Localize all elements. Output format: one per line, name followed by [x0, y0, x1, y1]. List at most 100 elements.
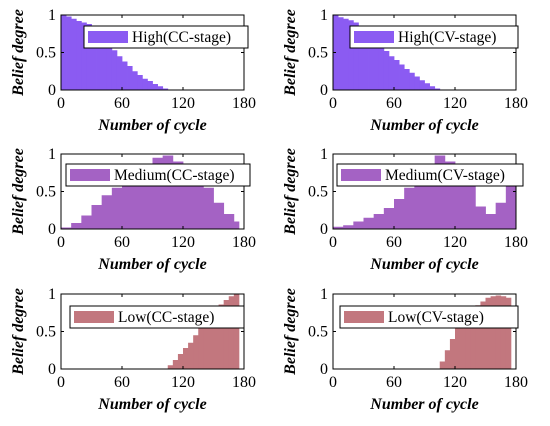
bar: [465, 315, 471, 369]
y-axis-label: Belief degree: [282, 288, 299, 376]
bar: [455, 327, 461, 369]
x-tick-label: 60: [386, 234, 402, 251]
bar: [439, 361, 446, 369]
bar: [383, 208, 395, 229]
bar: [213, 202, 225, 229]
bar: [91, 205, 103, 229]
bar: [132, 71, 138, 90]
x-axis-label: Number of cycle: [97, 396, 206, 413]
y-tick-label: 0: [48, 361, 56, 378]
y-tick-label: 0.5: [36, 45, 56, 62]
bar: [338, 17, 344, 90]
x-axis-label: Number of cycle: [369, 396, 478, 413]
bar: [409, 72, 415, 90]
x-tick-label: 60: [114, 234, 130, 251]
y-axis-label: Belief degree: [10, 9, 27, 97]
bar: [76, 21, 82, 90]
bar: [358, 25, 364, 90]
bar: [111, 50, 118, 90]
y-tick-label: 0: [320, 361, 328, 378]
bar: [162, 155, 174, 229]
bar: [223, 300, 230, 369]
legend-swatch: [341, 169, 381, 181]
bar: [480, 301, 486, 369]
x-tick-label: 120: [171, 374, 195, 391]
bar: [152, 157, 164, 229]
bar: [86, 24, 92, 90]
x-tick-label: 120: [443, 374, 467, 391]
bar: [198, 327, 204, 369]
legend-label: Medium(CV-stage): [385, 167, 505, 184]
bar: [193, 176, 204, 229]
bar: [388, 56, 395, 90]
legend-swatch: [88, 31, 128, 43]
x-tick-label: 120: [443, 95, 467, 112]
bar: [444, 161, 456, 229]
bar: [71, 18, 77, 90]
bar: [61, 227, 72, 229]
x-tick-label: 180: [504, 234, 528, 251]
panel-4: 0 0.5 1 0 60 120 180 Number of cycle Belief degr…: [282, 146, 528, 273]
bar: [353, 22, 359, 90]
legend-box: [336, 163, 524, 187]
bar: [505, 297, 512, 369]
legend-swatch: [354, 31, 394, 43]
bar: [383, 51, 390, 90]
bar: [137, 75, 143, 90]
bar: [101, 195, 113, 229]
bar: [228, 221, 240, 229]
bar: [81, 22, 87, 90]
bar: [414, 176, 425, 229]
bar: [66, 16, 72, 90]
bar: [495, 202, 507, 229]
bar: [460, 320, 466, 369]
y-tick-label: 0: [320, 221, 328, 238]
x-axis-label: Number of cycle: [369, 117, 478, 134]
x-tick-label: 0: [329, 95, 337, 112]
bar: [132, 172, 143, 229]
bar: [404, 187, 415, 229]
bar: [152, 84, 158, 90]
bar: [101, 39, 108, 90]
legend-box: [339, 305, 519, 329]
x-tick-label: 120: [443, 234, 467, 251]
bar: [348, 20, 354, 90]
bar: [116, 56, 123, 90]
y-tick-label: 1: [320, 286, 328, 303]
y-tick-label: 0: [48, 221, 56, 238]
bar: [394, 60, 400, 90]
y-axis-label: Belief degree: [282, 9, 299, 97]
bar: [106, 45, 113, 90]
bar: [368, 34, 375, 90]
y-tick-label: 1: [320, 146, 328, 163]
x-tick-label: 0: [329, 234, 337, 251]
bar: [449, 339, 456, 369]
bar: [373, 214, 385, 229]
bar: [122, 180, 133, 229]
bar: [343, 225, 354, 229]
x-tick-label: 180: [232, 234, 256, 251]
bar: [218, 304, 225, 369]
panel-6: 0 0.5 1 0 60 120 180 Number of cycle Belief degr…: [282, 286, 528, 413]
x-axis-label: Number of cycle: [97, 256, 206, 273]
bar: [505, 184, 517, 229]
y-tick-label: 1: [48, 286, 56, 303]
bar: [111, 187, 123, 229]
y-tick-label: 0.5: [308, 184, 328, 201]
bar: [373, 40, 380, 90]
bar: [414, 76, 420, 90]
bar: [475, 305, 481, 369]
bar: [333, 226, 344, 229]
bar: [475, 206, 486, 229]
bar: [228, 296, 235, 369]
x-tick-label: 60: [114, 374, 130, 391]
bar: [353, 221, 364, 229]
x-tick-label: 0: [57, 374, 65, 391]
bar: [444, 350, 451, 369]
bar: [363, 217, 375, 229]
bar: [167, 365, 174, 369]
bar: [127, 66, 133, 90]
bar: [490, 296, 497, 369]
x-tick-label: 180: [504, 374, 528, 391]
